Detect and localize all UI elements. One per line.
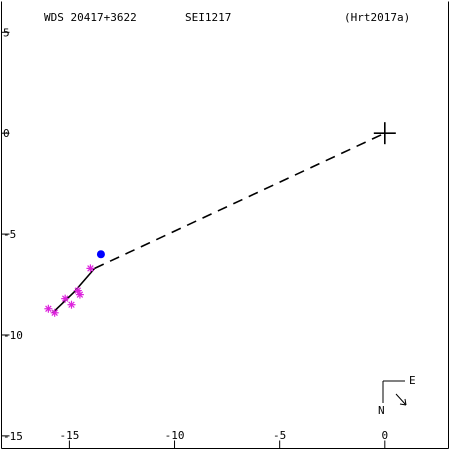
- y-tick-label: -15: [3, 430, 23, 443]
- y-tick-label: -5: [3, 228, 16, 241]
- observation-point: [44, 304, 53, 313]
- observation-point: [75, 290, 84, 299]
- observation-point: [50, 308, 59, 317]
- observation-point: [61, 294, 70, 303]
- plot-series: [44, 122, 396, 317]
- orbit-reference-label: (Hrt2017a): [344, 11, 410, 24]
- compass-north-label: N: [378, 404, 385, 417]
- x-axis-ticks: -15 -10 -5 0: [59, 429, 388, 449]
- x-tick-label: -5: [273, 429, 286, 442]
- observation-point: [67, 300, 76, 309]
- y-axis-ticks: -15 -10 -5 0 5: [1, 26, 23, 443]
- y-tick-label: 0: [3, 127, 10, 140]
- x-tick-label: -10: [165, 429, 185, 442]
- y-tick-label: -10: [3, 329, 23, 342]
- motion-direction-arrow-icon: [395, 393, 407, 406]
- compass: E N: [378, 374, 416, 417]
- x-tick-label: -15: [59, 429, 79, 442]
- current-position-dot: [96, 250, 105, 259]
- compass-east-label: E: [409, 374, 416, 387]
- y-tick-label: 5: [3, 26, 10, 39]
- line-of-nodes: [94, 132, 386, 270]
- x-tick-label: 0: [382, 429, 389, 442]
- orbit-arc: [52, 267, 96, 314]
- discoverer-label: SEI1217: [185, 11, 231, 24]
- observation-point: [86, 264, 95, 273]
- wds-id-label: WDS 20417+3622: [44, 11, 137, 24]
